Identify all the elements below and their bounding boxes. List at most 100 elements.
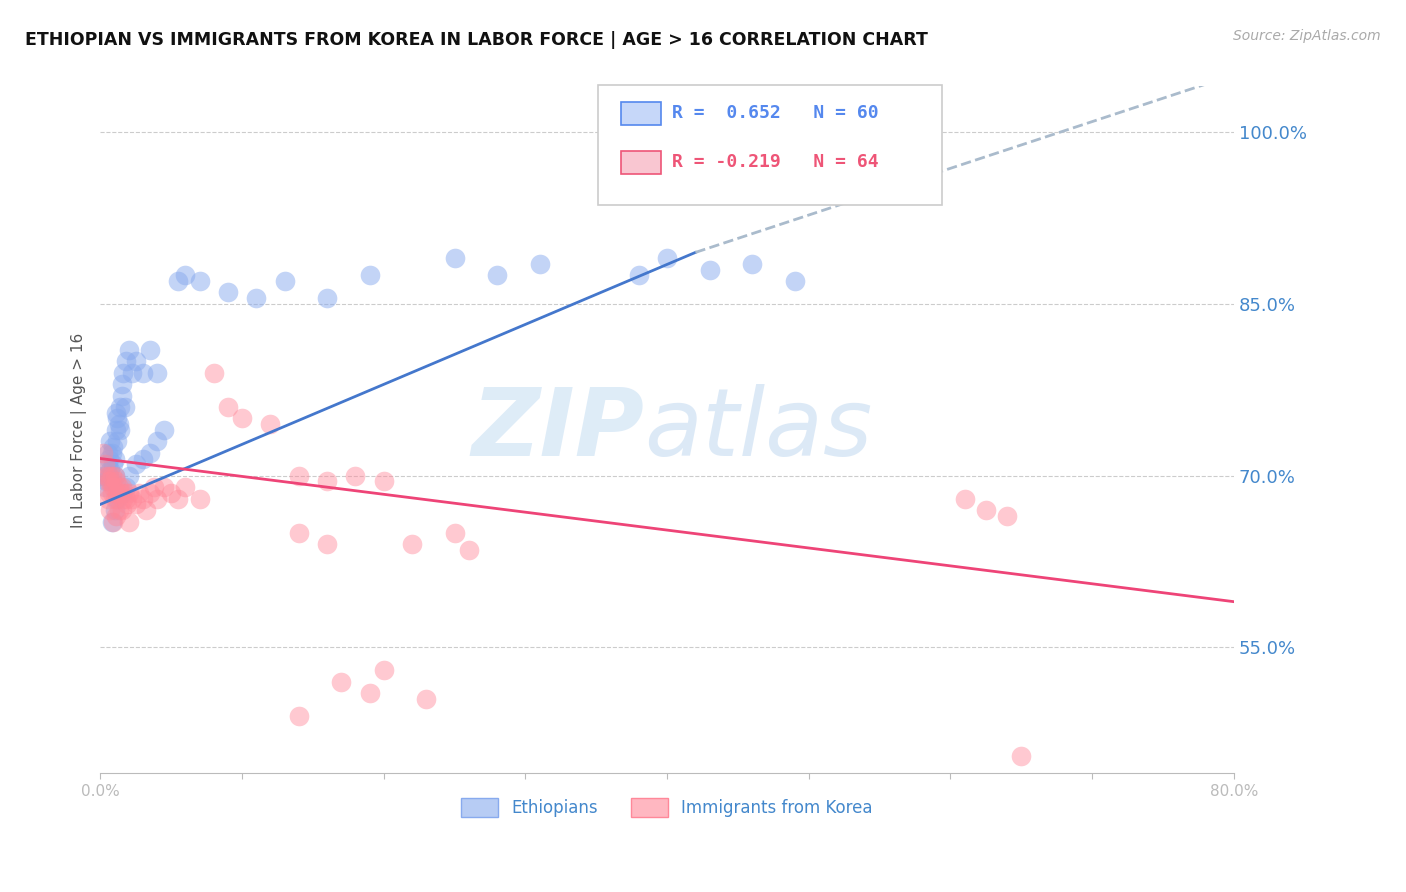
Point bbox=[94, 468, 117, 483]
Point bbox=[96, 491, 118, 506]
Point bbox=[167, 274, 190, 288]
Point bbox=[217, 285, 239, 300]
Point bbox=[128, 486, 150, 500]
Y-axis label: In Labor Force | Age > 16: In Labor Force | Age > 16 bbox=[72, 333, 87, 527]
Point bbox=[110, 486, 132, 500]
Point bbox=[110, 400, 132, 414]
Point bbox=[330, 674, 353, 689]
Point bbox=[104, 451, 127, 466]
Point bbox=[121, 366, 143, 380]
Point bbox=[96, 475, 118, 489]
Point bbox=[112, 491, 135, 506]
Point bbox=[91, 446, 114, 460]
Point bbox=[97, 451, 120, 466]
Point bbox=[107, 434, 129, 449]
Point bbox=[105, 508, 128, 523]
Text: ETHIOPIAN VS IMMIGRANTS FROM KOREA IN LABOR FORCE | AGE > 16 CORRELATION CHART: ETHIOPIAN VS IMMIGRANTS FROM KOREA IN LA… bbox=[25, 31, 928, 49]
Text: atlas: atlas bbox=[644, 384, 873, 475]
Point bbox=[132, 491, 155, 506]
Point bbox=[125, 497, 148, 511]
Point bbox=[143, 480, 166, 494]
Point bbox=[401, 537, 423, 551]
Point bbox=[443, 251, 465, 265]
Point bbox=[108, 503, 131, 517]
Point bbox=[114, 400, 136, 414]
Point bbox=[107, 411, 129, 425]
Point bbox=[344, 468, 367, 483]
Point bbox=[655, 251, 678, 265]
Point bbox=[115, 354, 138, 368]
Point bbox=[98, 463, 121, 477]
Legend: Ethiopians, Immigrants from Korea: Ethiopians, Immigrants from Korea bbox=[454, 791, 880, 823]
Text: R = -0.219   N = 64: R = -0.219 N = 64 bbox=[672, 153, 879, 171]
Point bbox=[111, 388, 134, 402]
Point bbox=[110, 423, 132, 437]
Point bbox=[103, 480, 125, 494]
Point bbox=[121, 491, 143, 506]
Point bbox=[94, 475, 117, 489]
Point bbox=[125, 457, 148, 471]
Point bbox=[107, 486, 129, 500]
Point bbox=[104, 468, 127, 483]
Text: R =  0.652   N = 60: R = 0.652 N = 60 bbox=[672, 104, 879, 122]
Point bbox=[105, 406, 128, 420]
Point bbox=[105, 423, 128, 437]
Point bbox=[100, 475, 122, 489]
Point bbox=[118, 515, 141, 529]
Point bbox=[245, 291, 267, 305]
Point bbox=[115, 480, 138, 494]
Point bbox=[139, 486, 162, 500]
Point bbox=[104, 503, 127, 517]
Point bbox=[231, 411, 253, 425]
Point bbox=[111, 503, 134, 517]
Point bbox=[104, 491, 127, 506]
Point bbox=[1010, 749, 1032, 764]
Point bbox=[132, 451, 155, 466]
Point bbox=[287, 525, 309, 540]
Point bbox=[359, 686, 381, 700]
Point bbox=[316, 537, 339, 551]
Point bbox=[132, 366, 155, 380]
Point bbox=[486, 268, 509, 283]
Point bbox=[108, 417, 131, 432]
Point bbox=[97, 468, 120, 483]
Point bbox=[188, 274, 211, 288]
Point bbox=[97, 486, 120, 500]
Point bbox=[287, 468, 309, 483]
Point bbox=[146, 366, 169, 380]
Point bbox=[96, 457, 118, 471]
Point bbox=[104, 468, 127, 483]
Point bbox=[627, 268, 650, 283]
Point bbox=[98, 434, 121, 449]
Point bbox=[443, 525, 465, 540]
Point bbox=[91, 468, 114, 483]
Point bbox=[373, 475, 395, 489]
Point bbox=[100, 515, 122, 529]
Point bbox=[359, 268, 381, 283]
Point bbox=[115, 491, 138, 506]
Point bbox=[167, 491, 190, 506]
Point bbox=[135, 503, 157, 517]
Point bbox=[125, 354, 148, 368]
Point bbox=[146, 434, 169, 449]
Point bbox=[146, 491, 169, 506]
Point bbox=[273, 274, 295, 288]
Point bbox=[118, 468, 141, 483]
Point bbox=[117, 497, 139, 511]
Point bbox=[100, 446, 122, 460]
Point bbox=[699, 262, 721, 277]
Point bbox=[93, 480, 115, 494]
Point bbox=[783, 274, 806, 288]
Point bbox=[108, 480, 131, 494]
Point bbox=[995, 508, 1018, 523]
Point bbox=[287, 709, 309, 723]
Point bbox=[741, 257, 763, 271]
Point bbox=[316, 291, 339, 305]
Point bbox=[103, 440, 125, 454]
Point bbox=[373, 664, 395, 678]
Point bbox=[316, 475, 339, 489]
Point bbox=[139, 343, 162, 357]
Point bbox=[114, 486, 136, 500]
Point bbox=[96, 446, 118, 460]
Text: Source: ZipAtlas.com: Source: ZipAtlas.com bbox=[1233, 29, 1381, 43]
